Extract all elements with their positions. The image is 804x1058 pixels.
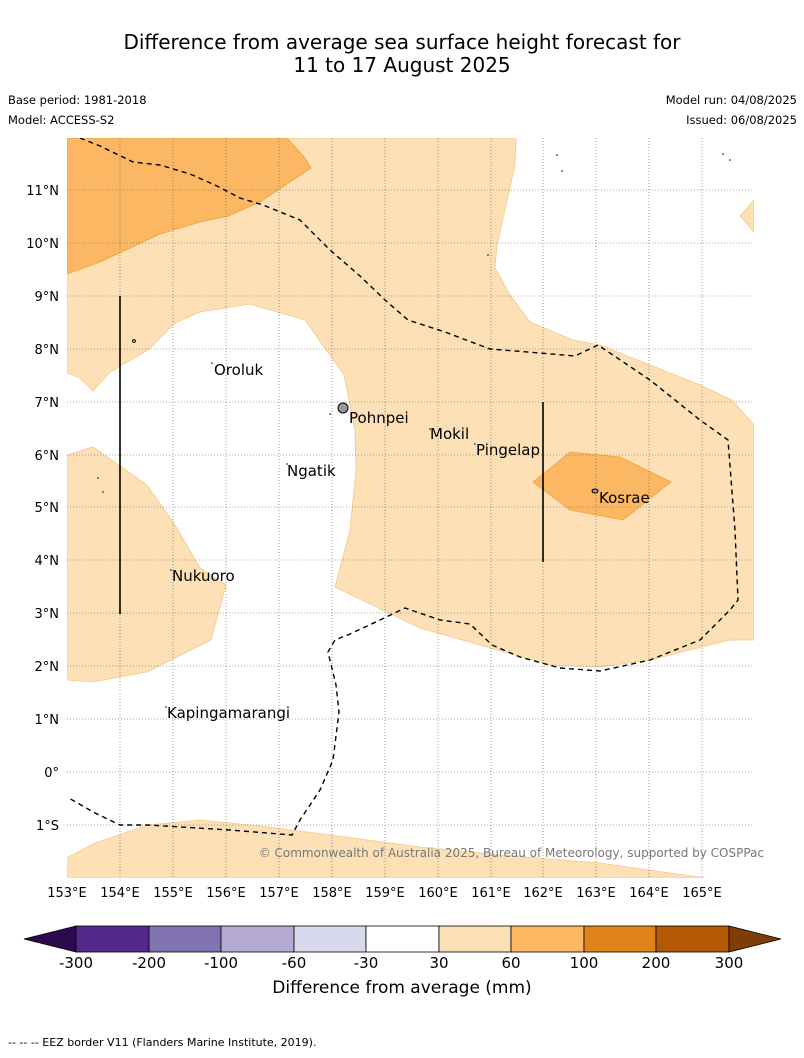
lat-label: 11°N	[26, 184, 59, 199]
lon-label: 154°E	[100, 886, 140, 901]
title-line-1: Difference from average sea surface heig…	[123, 30, 681, 54]
lon-label: 155°E	[153, 886, 193, 901]
colorbar-tick: 300	[714, 954, 744, 972]
anomaly-30-60-region-west	[67, 446, 227, 683]
lat-label: 3°N	[35, 607, 60, 622]
lon-label: 162°E	[523, 886, 563, 901]
lon-label: 156°E	[206, 886, 246, 901]
lat-label: 1°S	[36, 819, 59, 834]
lat-label: 1°N	[35, 713, 60, 728]
colorbar-tick: 30	[429, 954, 449, 972]
anomaly-30-60-region-ne	[739, 199, 754, 233]
colorbar	[23, 925, 782, 953]
lat-label: 4°N	[35, 554, 60, 569]
colorbar-segment	[583, 925, 657, 953]
colorbar-tick: -200	[131, 954, 167, 972]
place-label: Kosrae	[599, 489, 650, 507]
gridlines	[67, 138, 754, 878]
colorbar-segment	[75, 925, 150, 953]
place-labels: Oroluk Pohnpei Mokil Pingelap Ngatik Kos…	[167, 361, 650, 722]
colorbar-segment	[438, 925, 512, 953]
lon-label: 153°E	[47, 886, 87, 901]
colorbar-segment	[365, 925, 440, 953]
place-label: Pingelap	[476, 441, 540, 459]
lon-label: 163°E	[576, 886, 616, 901]
colorbar-tick: 60	[501, 954, 521, 972]
place-label: Mokil	[430, 425, 469, 443]
lat-label: 2°N	[35, 660, 60, 675]
issued-date: Issued: 06/08/2025	[686, 113, 797, 127]
model-name: Model: ACCESS-S2	[8, 113, 115, 127]
lon-label: 157°E	[259, 886, 299, 901]
lon-label: 160°E	[418, 886, 458, 901]
colorbar-tick: -100	[203, 954, 239, 972]
eez-border	[67, 138, 739, 836]
colorbar-segment	[148, 925, 222, 953]
model-run: Model run: 04/08/2025	[665, 93, 797, 107]
lat-label: 7°N	[35, 396, 60, 411]
footer-note: -- -- -- EEZ border V11 (Flanders Marine…	[8, 1036, 317, 1049]
lat-label: 9°N	[35, 290, 60, 305]
copyright-text: © Commonwealth of Australia 2025, Bureau…	[259, 846, 764, 860]
place-label: Kapingamarangi	[167, 704, 290, 722]
colorbar-tick: -30	[353, 954, 379, 972]
colorbar-tick: -60	[281, 954, 307, 972]
colorbar-segment	[220, 925, 295, 953]
place-label: Oroluk	[214, 361, 263, 379]
atoll-dots	[97, 153, 731, 708]
place-label: Nukuoro	[172, 567, 235, 585]
anomaly-60-100-region-nw	[67, 138, 312, 275]
map-area	[67, 138, 754, 878]
title-line-2: 11 to 17 August 2025	[293, 53, 511, 77]
lon-labels: 153°E 154°E 155°E 156°E 157°E 158°E 159°…	[47, 886, 722, 901]
minor-island	[132, 339, 136, 343]
lat-labels: 11°N 10°N 9°N 8°N 7°N 6°N 5°N 4°N 3°N 2°…	[26, 184, 59, 834]
lon-label: 159°E	[365, 886, 405, 901]
base-period: Base period: 1981-2018	[8, 93, 147, 107]
lon-label: 161°E	[471, 886, 511, 901]
kosrae-island	[591, 488, 599, 494]
lat-label: 10°N	[26, 237, 59, 252]
colorbar-segment	[510, 925, 585, 953]
lat-label: 6°N	[35, 449, 60, 464]
colorbar-tick: 100	[569, 954, 599, 972]
colorbar-segment	[655, 925, 730, 953]
anomaly-30-60-region	[67, 138, 754, 668]
lon-label: 164°E	[629, 886, 669, 901]
colorbar-under-arrow	[23, 925, 77, 953]
page-title: Difference from average sea surface heig…	[0, 31, 804, 77]
lat-label: 5°N	[35, 501, 60, 516]
colorbar-over-arrow	[728, 925, 782, 953]
colorbar-tick: -300	[58, 954, 94, 972]
colorbar-title: Difference from average (mm)	[272, 978, 532, 998]
lon-label: 158°E	[312, 886, 352, 901]
colorbar-tick: 200	[641, 954, 671, 972]
lat-label: 0°	[44, 766, 59, 781]
lon-label: 165°E	[682, 886, 722, 901]
colorbar-segment	[293, 925, 367, 953]
place-label: Ngatik	[287, 462, 336, 480]
pohnpei-island	[337, 402, 349, 414]
anomaly-60-100-region-kosrae	[532, 451, 672, 521]
lat-label: 8°N	[35, 343, 60, 358]
place-label: Pohnpei	[349, 409, 409, 427]
anomaly-30-60-region-south	[67, 819, 706, 878]
